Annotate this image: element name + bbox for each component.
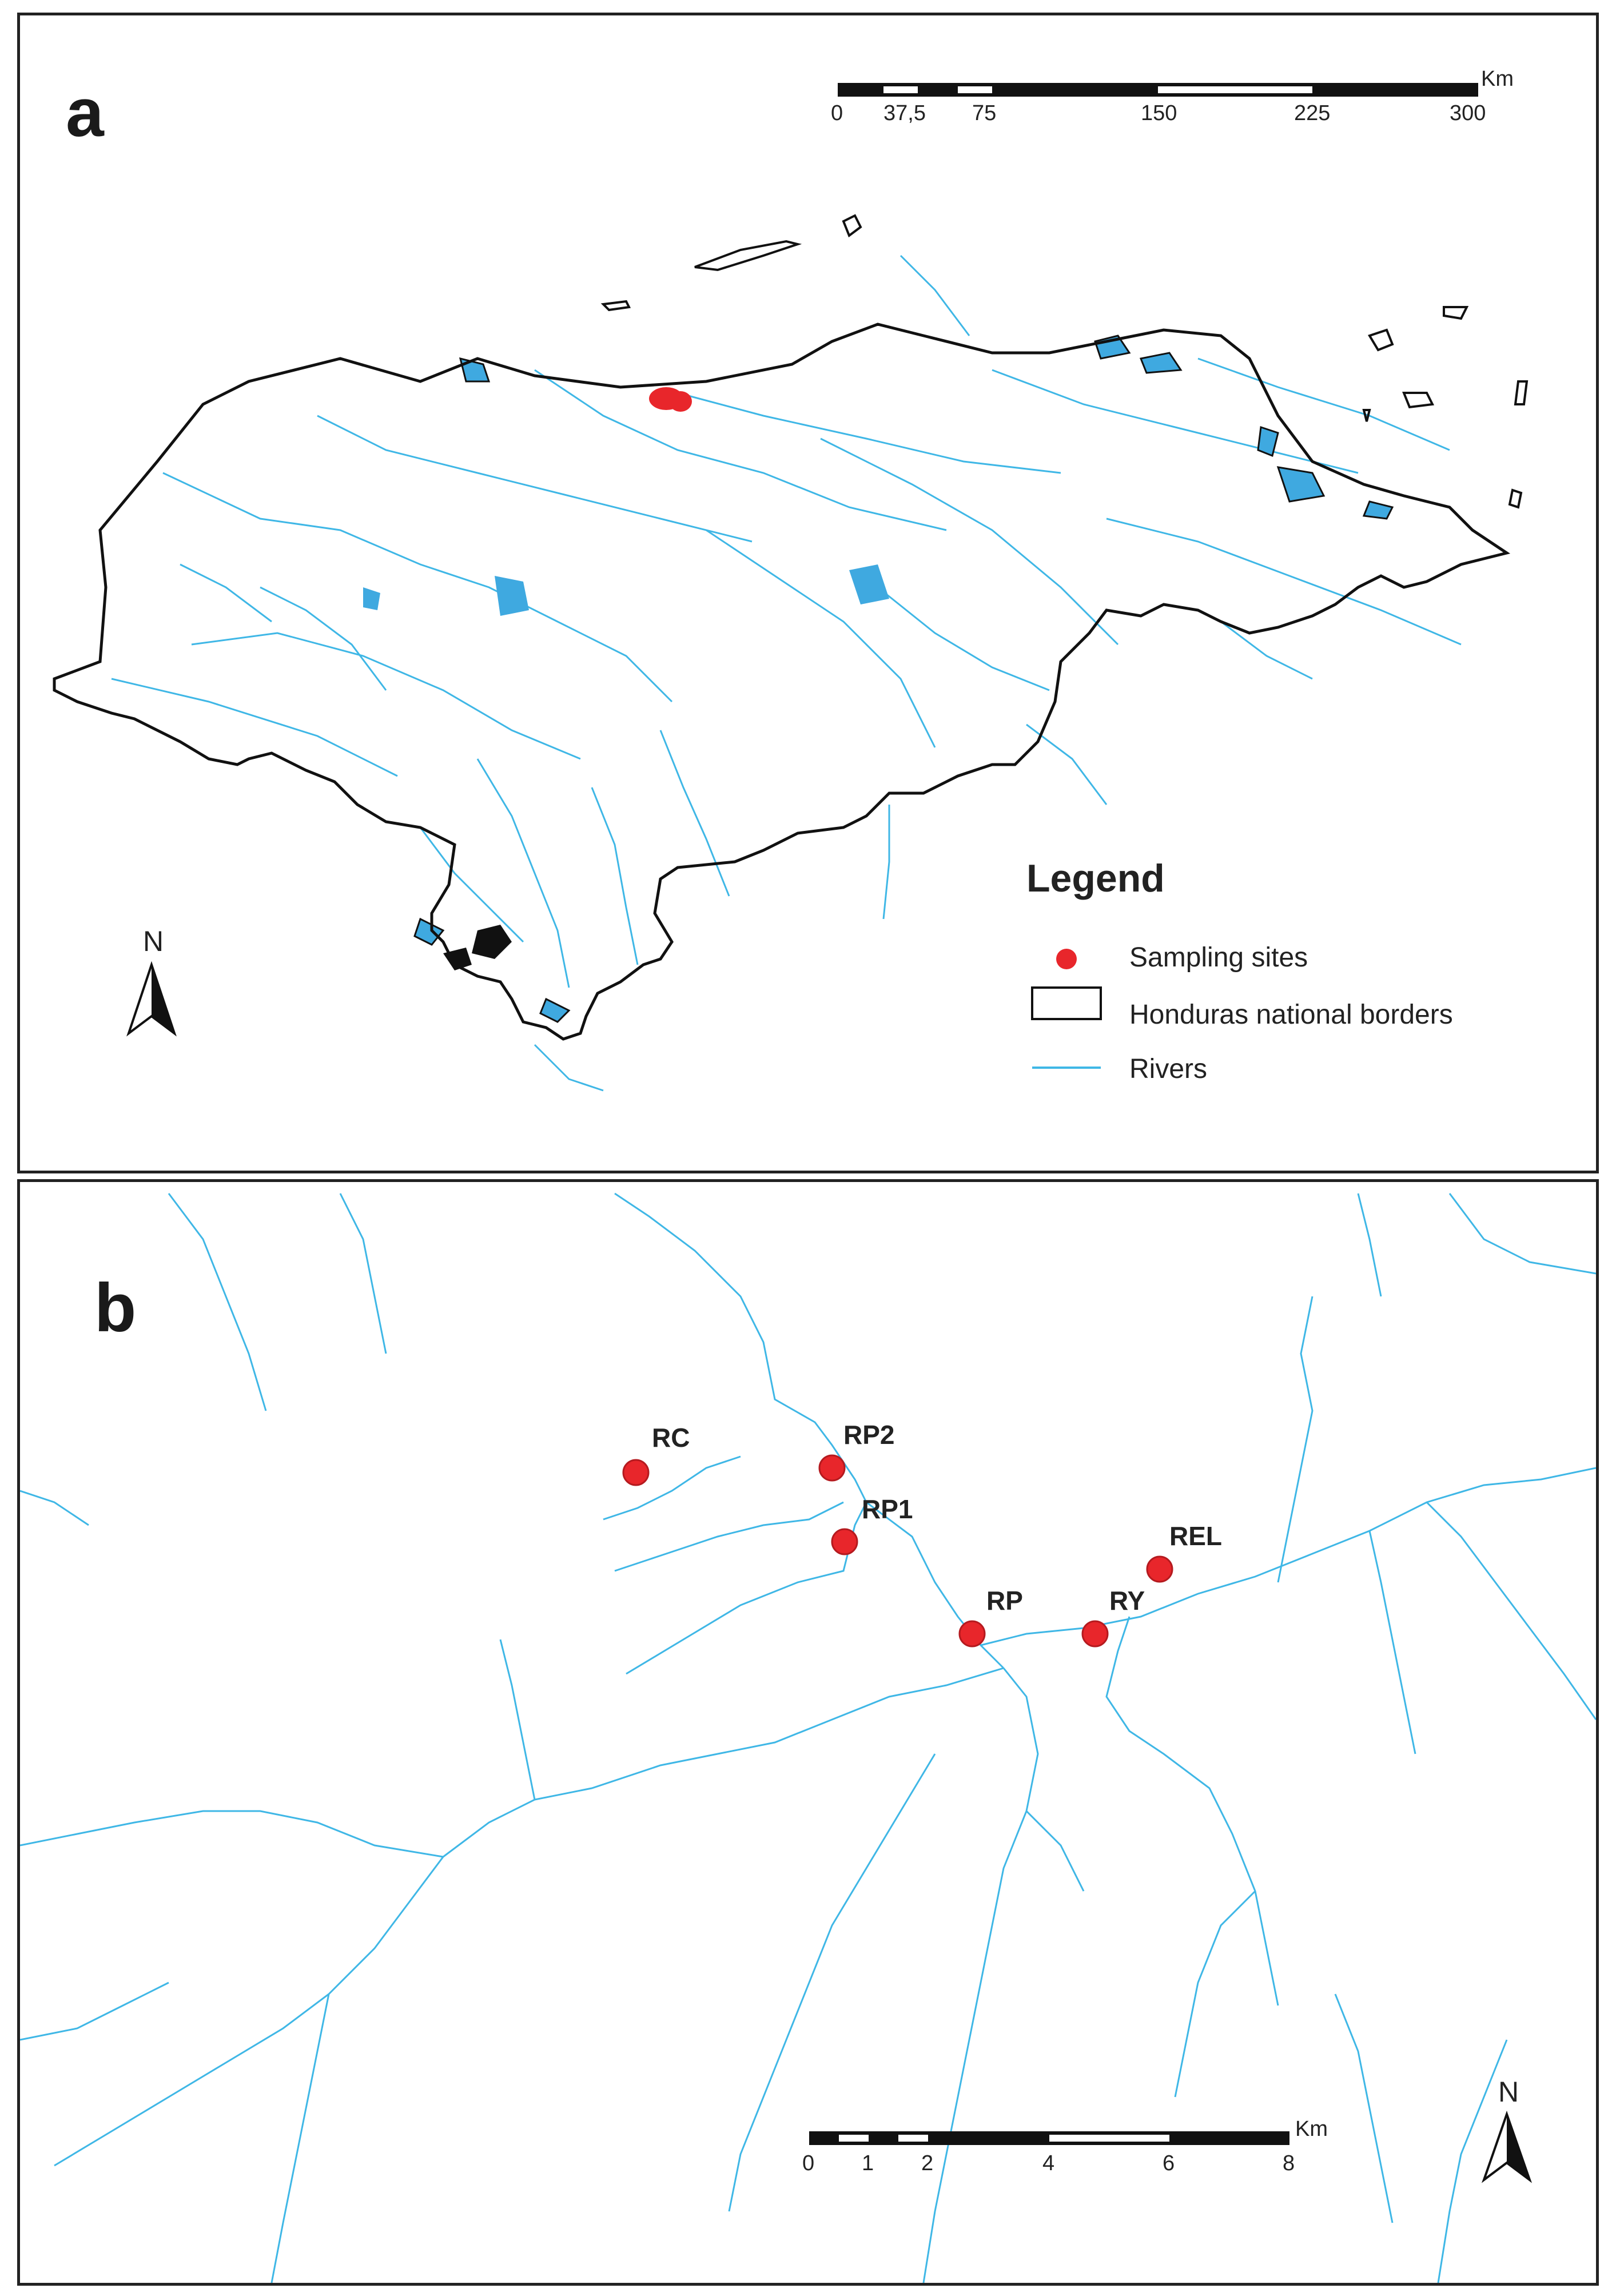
legend-title: Legend	[1026, 857, 1165, 900]
lakes	[413, 335, 1394, 1023]
scale-tick: 2	[921, 2151, 934, 2175]
legend-site-symbol	[1056, 949, 1077, 969]
scale-bar-a	[838, 83, 1478, 97]
scale-unit-a: Km	[1481, 67, 1514, 91]
map-panel-a: a Km 0 37,5 75 150 225 300 N Legend Samp…	[17, 13, 1599, 1173]
rivers-network-b	[20, 1192, 1596, 2283]
bay-islands	[600, 214, 1529, 509]
panel-a-label: a	[66, 74, 104, 151]
site-rp2	[818, 1454, 846, 1482]
site-rel	[1146, 1555, 1173, 1583]
honduras-map	[53, 83, 1529, 1092]
scale-bar-b	[809, 2131, 1289, 2145]
gulf-islands	[443, 925, 512, 970]
site-label: RP1	[862, 1494, 913, 1524]
north-arrow-a	[126, 961, 177, 1037]
scale-tick: 1	[862, 2151, 874, 2175]
site-label: REL	[1169, 1521, 1222, 1551]
north-label-b: N	[1498, 2076, 1519, 2108]
rivers-network	[111, 254, 1462, 1092]
sampling-site-markers	[622, 1454, 1173, 1648]
north-label-a: N	[143, 925, 164, 957]
scale-tick: 0	[802, 2151, 815, 2175]
site-ry	[1081, 1620, 1109, 1648]
map-panel-b: b RC RP2 RP1 RP RY REL Km 0 1 2 4 6 8 N	[17, 1179, 1599, 2286]
panel-b-label: b	[94, 1270, 137, 1346]
sampling-sites-cluster	[649, 387, 692, 412]
site-label: RP2	[843, 1420, 895, 1450]
scale-tick: 0	[831, 101, 843, 125]
site-label: RY	[1109, 1586, 1145, 1615]
scale-tick: 4	[1042, 2151, 1055, 2175]
legend-item-label: Rivers	[1129, 1054, 1208, 1084]
scale-tick: 6	[1163, 2151, 1175, 2175]
scale-tick: 75	[972, 101, 997, 125]
scale-tick: 300	[1450, 101, 1486, 125]
legend-item-label: Sampling sites	[1129, 942, 1308, 973]
sampling-area-map	[20, 1192, 1596, 2283]
inland-lakes	[363, 564, 889, 616]
north-arrow-b	[1481, 2110, 1533, 2183]
scale-unit-b: Km	[1295, 2117, 1328, 2141]
scale-tick: 225	[1294, 101, 1331, 125]
site-label: RC	[652, 1423, 690, 1453]
site-rp	[958, 1620, 986, 1648]
scale-tick: 8	[1283, 2151, 1295, 2175]
site-rc	[622, 1459, 650, 1486]
legend-border-symbol	[1031, 986, 1102, 1020]
honduras-border	[53, 323, 1511, 1041]
site-rp1	[831, 1528, 858, 1555]
legend-item-label: Honduras national borders	[1129, 1000, 1453, 1030]
site-label: RP	[986, 1586, 1023, 1615]
scale-tick: 150	[1141, 101, 1177, 125]
scale-tick: 37,5	[883, 101, 926, 125]
